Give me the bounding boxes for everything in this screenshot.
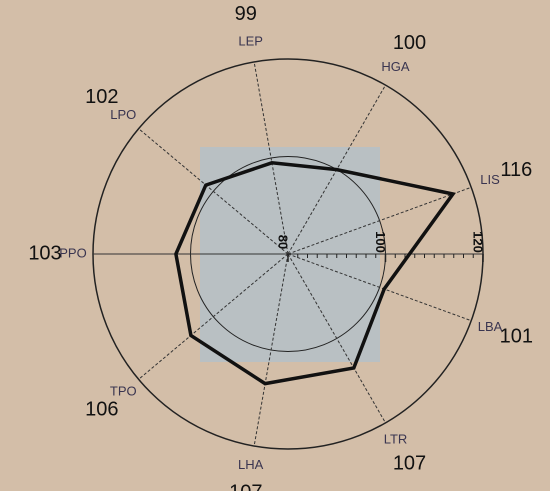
category-label: LEP — [238, 34, 263, 49]
spoke — [253, 253, 289, 447]
spoke — [287, 253, 472, 322]
r-tick-label: 120 — [471, 231, 486, 253]
category-label: HGA — [381, 59, 410, 74]
category-label: LBA — [478, 319, 503, 334]
r-tick-label: 100 — [373, 231, 388, 253]
category-label: LTR — [384, 432, 408, 447]
spoke — [253, 61, 289, 255]
category-label: LHA — [238, 457, 264, 472]
spoke — [287, 253, 386, 424]
spoke — [138, 253, 289, 380]
value-label: 107 — [393, 453, 426, 475]
radar-line — [174, 161, 456, 386]
category-label: LPO — [110, 107, 136, 122]
value-label: 107 — [229, 482, 262, 491]
category-label: TPO — [110, 384, 137, 399]
value-label: 101 — [500, 325, 533, 347]
value-label: 99 — [235, 3, 257, 25]
category-label: PPO — [59, 245, 86, 260]
value-label: 100 — [393, 32, 426, 54]
value-label: 106 — [85, 398, 118, 420]
value-label: 116 — [500, 159, 532, 181]
spoke — [287, 186, 472, 255]
value-label: 102 — [85, 86, 118, 108]
spoke — [138, 128, 289, 255]
r-tick-label: 80 — [276, 235, 291, 249]
category-label: LIS — [480, 172, 500, 187]
value-label: 103 — [28, 242, 61, 264]
